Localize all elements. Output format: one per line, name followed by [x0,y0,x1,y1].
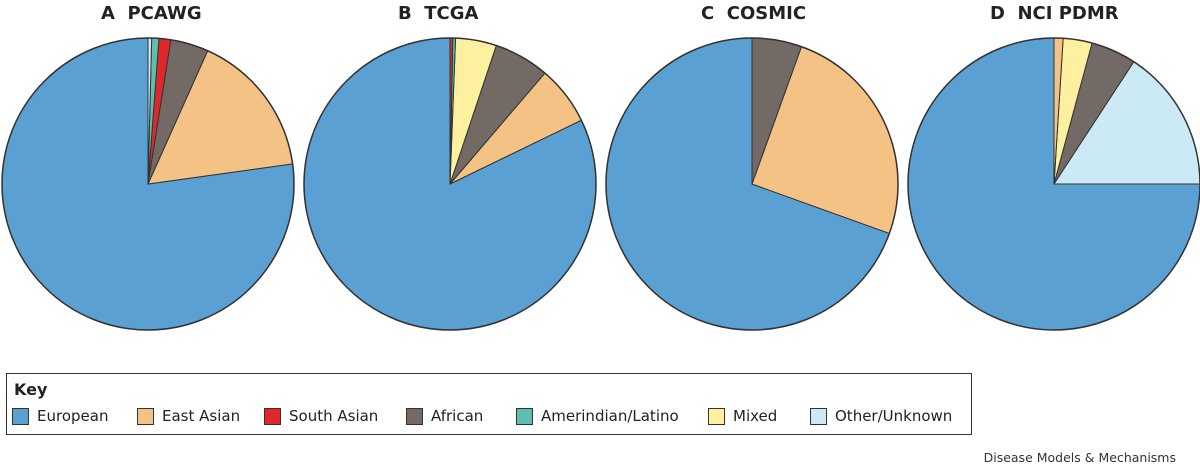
legend-item-east-asian: East Asian [137,407,240,425]
chart-title-tcga: B TCGA [398,3,479,24]
legend-swatch-european [12,407,29,425]
legend-title: Key [14,380,48,399]
legend-item-mixed: Mixed [708,407,777,425]
pie-outline-d-nci-pdmr [907,37,1200,331]
legend-swatch-south-asian [264,407,281,425]
legend-swatch-other-unknown [810,407,827,425]
legend-item-european: European [12,407,108,425]
legend-label-south-asian: South Asian [289,407,379,425]
chart-title-pcawg: A PCAWG [101,3,202,24]
chart-title-nci-pdmr: D NCI PDMR [990,3,1119,24]
legend-label-mixed: Mixed [733,407,778,425]
legend-swatch-mixed [708,407,725,425]
journal-credit: Disease Models & Mechanisms [983,450,1176,465]
legend-swatch-amerindian-latino [516,407,533,425]
pie-outline-c-cosmic [605,37,899,331]
legend-label-other-unknown: Other/Unknown [835,407,953,425]
legend-swatch-east-asian [137,407,154,425]
legend: Key European East Asian South Asian Afri… [6,373,972,435]
chart-title-cosmic: C COSMIC [701,3,807,24]
legend-label-european: European [37,407,109,425]
legend-label-african: African [431,407,484,425]
legend-label-amerindian-latino: Amerindian/Latino [541,407,679,425]
pie-outline-a-pcawg [1,37,295,331]
legend-label-east-asian: East Asian [162,407,241,425]
legend-swatch-african [406,407,423,425]
legend-item-other-unknown: Other/Unknown [810,407,952,425]
legend-item-amerindian-latino: Amerindian/Latino [516,407,679,425]
legend-item-african: African [406,407,483,425]
pie-outline-b-tcga [303,37,597,331]
legend-item-south-asian: South Asian [264,407,378,425]
